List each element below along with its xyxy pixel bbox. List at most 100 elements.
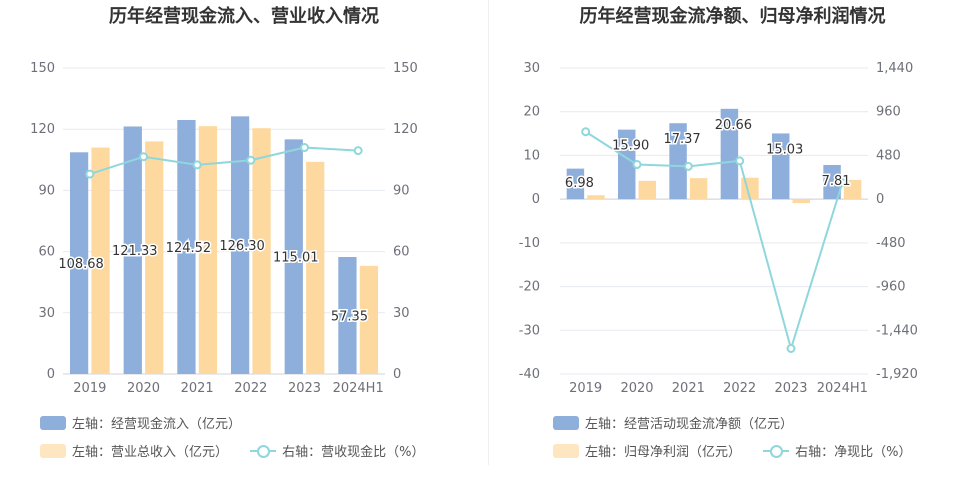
data-label: 20.66: [715, 118, 752, 133]
x-tick-label: 2019: [569, 381, 602, 396]
y-right-tick-label: 1,440: [876, 61, 913, 76]
bar-series2: [198, 126, 218, 374]
y-left-tick-label: -20: [519, 280, 540, 295]
line-point: [581, 127, 591, 137]
legend: 左轴：经营现金流入（亿元）: [40, 413, 259, 434]
bar-series1: [720, 108, 739, 200]
legend-swatch: [553, 443, 579, 458]
line-point: [85, 169, 95, 179]
bar-series2: [689, 178, 708, 200]
bar-series2: [843, 179, 862, 200]
y-right-tick-label: -960: [876, 280, 906, 295]
y-left-tick-label: -40: [519, 367, 540, 382]
legend-item-line[interactable]: 右轴：营收现金比（%）: [250, 441, 425, 460]
legend-swatch: [40, 415, 66, 430]
y-right-tick-label: 480: [876, 148, 901, 163]
bar-series2: [587, 195, 605, 200]
bar-series1: [338, 257, 357, 374]
x-tick-label: 2023: [288, 381, 321, 396]
x-tick-label: 2021: [672, 381, 705, 396]
y-right-tick-label: 0: [393, 367, 401, 382]
y-left-tick-label: 20: [523, 105, 540, 120]
data-label: 108.68: [58, 257, 104, 272]
y-left-tick-label: 0: [47, 367, 55, 382]
y-right-tick-label: -1,440: [876, 323, 918, 338]
y-right-tick-label: -480: [876, 236, 906, 251]
y-left-tick-label: 10: [523, 148, 540, 163]
y-right-tick-label: 90: [393, 183, 410, 198]
legend-item-bar2[interactable]: 左轴：归母净利润（亿元）: [553, 441, 741, 460]
bar-series1: [69, 152, 89, 374]
data-label: 126.30: [219, 239, 265, 254]
bar-series2: [145, 141, 164, 374]
legend-swatch: [40, 443, 66, 458]
chart-title: 历年经营现金流净额、归母净利润情况: [579, 6, 886, 27]
panel-divider: [488, 0, 489, 465]
x-tick-label: 2024H1: [817, 381, 868, 396]
line-point: [353, 146, 363, 156]
x-tick-label: 2022: [723, 381, 756, 396]
line-series: [89, 146, 359, 176]
data-label: 124.52: [166, 241, 212, 256]
line-point: [300, 143, 309, 153]
legend-item-line[interactable]: 右轴：净现比（%）: [763, 441, 912, 460]
legend-item-bar1[interactable]: 左轴：经营活动现金流净额（亿元）: [553, 413, 793, 432]
y-left-tick-label: 30: [523, 61, 540, 76]
legend-label: 左轴：归母净利润（亿元）: [585, 445, 742, 460]
legend-item-bar1[interactable]: 左轴：经营现金流入（亿元）: [40, 413, 241, 432]
y-left-tick-label: 0: [532, 192, 540, 207]
data-label: 115.01: [273, 251, 319, 266]
legend-item-bar2[interactable]: 左轴：营业总收入（亿元）: [40, 441, 228, 460]
y-right-tick-label: 960: [876, 105, 901, 120]
y-left-tick-label: 120: [30, 122, 55, 137]
chart-panel-netcash-profit: 历年经营现金流净额、归母净利润情况 -40 -1,920 -30 -1,440 -20-…: [490, 0, 975, 500]
data-label: 121.33: [112, 244, 158, 259]
y-left-tick-label: 60: [38, 245, 55, 260]
legend-label: 左轴：经营活动现金流净额（亿元）: [585, 417, 794, 432]
bar-series2: [91, 147, 110, 374]
legend-label: 右轴：营收现金比（%）: [282, 445, 425, 460]
x-tick-label: 2020: [620, 381, 653, 396]
y-right-tick-label: 120: [393, 122, 418, 137]
line-point: [786, 344, 796, 353]
y-left-tick-label: 90: [38, 183, 55, 198]
legend-swatch: [553, 415, 579, 430]
bar-series2: [359, 265, 379, 374]
bar-series1: [618, 129, 636, 200]
y-right-tick-label: 150: [393, 61, 418, 76]
x-tick-label: 2024H1: [333, 381, 384, 396]
bar-series2: [792, 199, 810, 204]
data-label: 17.37: [663, 132, 700, 147]
line-point: [246, 155, 256, 165]
data-label: 15.03: [766, 142, 803, 157]
data-label: 7.81: [822, 174, 851, 189]
y-right-tick-label: 0: [876, 192, 884, 207]
y-right-tick-label: -1,920: [876, 367, 918, 382]
line-point: [837, 178, 847, 188]
bar-series2: [306, 161, 325, 374]
bar-series1: [123, 126, 142, 374]
chart-title: 历年经营现金流入、营业收入情况: [109, 6, 379, 27]
bar-series1: [772, 133, 790, 200]
line-point: [192, 160, 202, 170]
bar-series2: [638, 180, 656, 200]
y-left-tick-label: -10: [519, 236, 540, 251]
x-tick-label: 2023: [774, 381, 807, 396]
line-point: [683, 161, 693, 171]
chart-plot: -40 -1,920 -30 -1,440 -20 -960 -10 -480 0 0 10 480 2…: [519, 61, 918, 396]
y-right-tick-label: 30: [393, 306, 410, 321]
data-label: 6.98: [565, 176, 594, 191]
legend: 左轴：营业总收入（亿元） 右轴：营收现金比（%）: [40, 441, 443, 462]
bar-series1: [669, 123, 687, 200]
legend-label: 右轴：净现比（%）: [795, 445, 912, 460]
legend-swatch: [250, 444, 277, 458]
legend-swatch: [763, 444, 790, 458]
legend: 左轴：经营活动现金流净额（亿元）: [553, 413, 811, 434]
x-tick-label: 2022: [234, 381, 267, 396]
line-point: [139, 152, 148, 162]
bar-series2: [252, 128, 271, 374]
legend-label: 左轴：营业总收入（亿元）: [72, 445, 229, 460]
y-left-tick-label: 150: [30, 61, 55, 76]
x-tick-label: 2019: [73, 381, 106, 396]
